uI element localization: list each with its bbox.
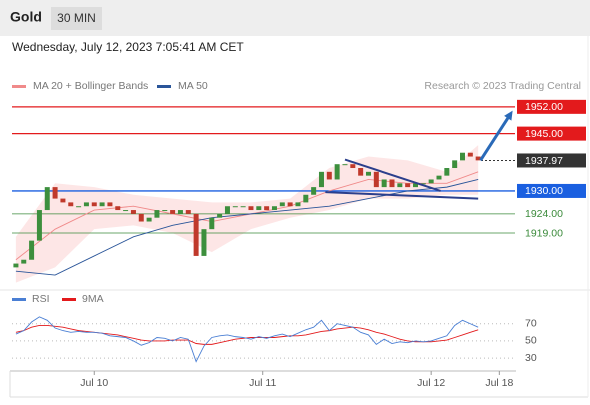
candle [201,229,207,256]
candle [68,202,74,207]
candle [389,179,395,188]
legend-swatch [12,85,26,88]
legend-label: MA 20 + Bollinger Bands [33,80,148,92]
indicator-line [15,316,479,363]
y-tick-label: 30 [525,352,537,364]
candle [279,202,285,207]
level-label: 1919.00 [525,227,563,239]
candle [138,213,144,222]
candle [444,168,450,176]
candle [232,206,238,208]
candle [99,202,105,207]
candle [193,213,199,256]
candle [271,206,277,211]
candle [76,206,82,208]
candle [21,259,27,264]
forecast-arrow-head [504,110,513,121]
x-tick-label: Jul 18 [485,377,513,389]
timestamp: Wednesday, July 12, 2023 7:05:41 AM CET [12,40,244,54]
candle [91,202,97,207]
candle [170,210,176,214]
candle [405,183,411,188]
level-label: 1930.00 [525,185,563,197]
candle [358,168,364,176]
indicator-line [15,325,479,345]
candle [209,217,215,230]
level-label-box [517,99,586,114]
moving-average [15,179,479,276]
legend-swatch [62,298,76,301]
legend-label: RSI [32,293,50,305]
candle [185,210,191,214]
x-tick-label: Jul 12 [417,377,445,389]
x-tick-label: Jul 10 [80,377,108,389]
candle [412,183,418,188]
candle [350,164,356,169]
candle [264,206,270,211]
candle [29,240,35,260]
candle [428,179,434,184]
candle [240,206,246,208]
trendline [325,191,479,200]
candle [177,210,183,214]
candle [154,210,160,218]
candle [115,206,121,211]
candle [295,202,301,207]
candle [460,152,466,161]
symbol: Gold [10,9,42,25]
forecast-arrow [479,114,511,162]
legend-swatch [157,85,171,88]
candle [373,171,379,188]
candle [248,206,254,211]
candle [311,187,317,195]
level-label: 1937.97 [525,155,563,167]
interval-badge [51,7,102,30]
candle [83,202,89,207]
candle [467,152,473,157]
candle [123,210,129,212]
candle [365,171,371,176]
interval: 30 MIN [57,11,96,25]
candle [130,210,136,214]
candle [13,263,19,268]
candle [452,160,458,169]
candle [334,164,340,180]
level-label-box [517,126,586,141]
y-tick-label: 50 [525,335,537,347]
candle [420,183,426,185]
candle [436,175,442,180]
candle [326,171,332,180]
legend-swatch [12,298,26,301]
level-label: 1924.00 [525,208,563,220]
candle [146,217,152,222]
level-label-box [517,153,586,168]
legend-label: 9MA [82,293,104,305]
candle [318,171,324,188]
candle [107,202,113,207]
candle [287,202,293,207]
legend-label: MA 50 [178,80,208,92]
candle [60,198,66,203]
candle [44,187,50,211]
level-label: 1945.00 [525,128,563,140]
credit: Research © 2023 Trading Central [424,80,581,92]
level-label: 1952.00 [525,101,563,113]
y-tick-label: 70 [525,318,537,330]
candle [256,206,262,211]
candle [303,194,309,203]
candle [397,183,403,188]
candle [475,156,481,161]
candle [224,206,230,214]
candle [217,213,223,218]
candle [162,210,168,212]
level-label-box [517,183,586,198]
x-tick-label: Jul 11 [249,377,276,389]
candle [36,210,42,241]
candle [342,164,348,166]
trendline [344,158,441,192]
candle [381,179,387,188]
candle [52,187,58,199]
